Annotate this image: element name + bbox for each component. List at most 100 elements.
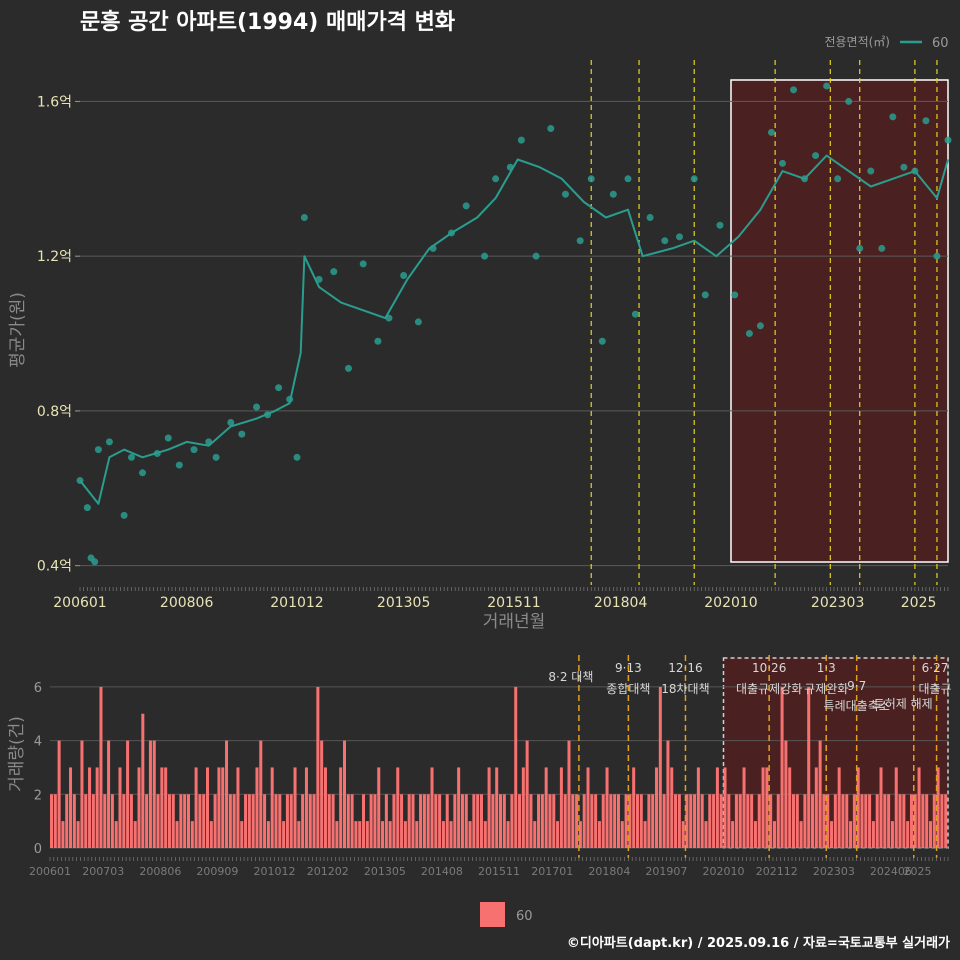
volume-bar [681,821,685,848]
volume-bar [99,686,103,848]
volume-x-tick-label: 201202 [307,865,349,878]
volume-bar [715,767,719,848]
policy-annotation: 9·7 [847,679,866,693]
volume-bar [731,821,735,848]
volume-bar [780,686,784,848]
price-point [153,449,161,457]
price-point [801,175,809,183]
volume-bar [559,767,563,848]
volume-bar [88,767,92,848]
volume-bar [103,794,107,848]
volume-bar [655,767,659,848]
price-point [83,504,91,512]
volume-bar [445,794,449,848]
volume-bar [624,794,628,848]
volume-bar [304,767,308,848]
policy-annotation: 특례대출축소 [824,699,890,713]
volume-bar [506,821,510,848]
volume-bar [472,794,476,848]
volume-bar [696,767,700,848]
volume-bar [266,821,270,848]
price-point [561,190,569,198]
volume-bar [628,794,632,848]
price-point [190,446,198,454]
price-x-tick-label: 200806 [160,595,214,611]
volume-bar [164,767,168,848]
volume-bar [578,821,582,848]
price-x-tick-label: 201305 [377,595,430,611]
volume-bar [453,794,457,848]
policy-annotation: 대출규제강화 [736,682,802,696]
volume-bar [244,794,248,848]
volume-bar [890,821,894,848]
volume-bar [639,794,643,848]
price-x-tick-label: 201804 [594,595,648,611]
volume-bar [483,821,487,848]
volume-bar [107,740,111,848]
volume-bar [190,821,194,848]
volume-bar [883,794,887,848]
volume-bar [590,794,594,848]
volume-bar [940,794,944,848]
price-point [238,430,246,438]
volume-bar [632,767,636,848]
price-legend-title: 전용면적(㎡) [824,35,890,49]
volume-bar [217,767,221,848]
price-point [823,82,831,90]
volume-bar [84,794,88,848]
volume-bar [228,794,232,848]
price-point [506,163,514,171]
volume-bar [651,794,655,848]
price-chart: 200601 200806 201012 201305 201511 201804 2020… [8,60,952,632]
volume-bar [476,794,480,848]
price-point [856,244,864,252]
price-point [94,446,102,454]
price-point [731,291,739,299]
volume-bar [53,794,57,848]
volume-bar [616,794,620,848]
volume-bar [502,794,506,848]
volume-bar [251,794,255,848]
volume-bar [278,794,282,848]
volume-bar [807,686,811,848]
volume-bar [791,794,795,848]
volume-bar [902,794,906,848]
volume-bar [936,767,940,848]
volume-bar [407,794,411,848]
price-point [139,469,147,477]
price-point [385,314,393,322]
volume-bar [145,794,149,848]
volume-bar [868,794,872,848]
volume-bar [769,794,773,848]
volume-bar [323,767,327,848]
price-point [867,167,875,175]
volume-bar [811,794,815,848]
price-point [481,252,489,260]
policy-annotation: 6·27 [922,661,949,675]
volume-bar [419,794,423,848]
volume-bar [441,821,445,848]
volume-bar [72,794,76,848]
price-point [293,453,301,461]
volume-bar [65,794,69,848]
volume-bar [887,794,891,848]
price-x-tick-label: 202010 [704,595,757,611]
price-point [745,330,753,338]
volume-bar [928,821,932,848]
volume-bar [818,740,822,848]
volume-bar [761,767,765,848]
price-x-tick-label: 201012 [270,595,323,611]
volume-bar [152,740,156,848]
volume-bar [69,767,73,848]
volume-bar [118,767,122,848]
volume-legend-label: 60 [516,909,533,924]
volume-bar [179,794,183,848]
price-point [264,411,272,419]
volume-bar [689,794,693,848]
price-point [646,213,654,221]
volume-bar [183,794,187,848]
volume-bar [548,794,552,848]
price-point [212,453,220,461]
volume-bar [206,767,210,848]
volume-bar [362,794,366,848]
